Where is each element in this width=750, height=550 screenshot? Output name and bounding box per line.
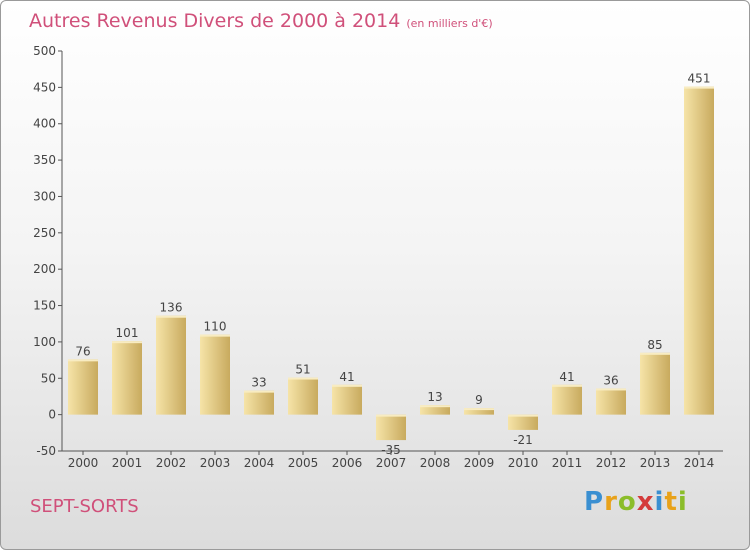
bar — [376, 414, 406, 441]
data-label: 41 — [339, 370, 354, 384]
logo-letter: t — [664, 487, 678, 517]
bar-highlight — [684, 86, 714, 89]
x-tick-label: 2012 — [596, 456, 627, 470]
bar-highlight — [112, 341, 142, 344]
x-tick-label: 2004 — [244, 456, 275, 470]
logo-letter: i — [654, 487, 665, 517]
bar — [684, 86, 714, 415]
data-label: 110 — [204, 320, 227, 334]
data-label: -21 — [513, 433, 533, 447]
chart-title: Autres Revenus Divers de 2000 à 2014 (en … — [29, 10, 493, 32]
x-tick-label: 2010 — [508, 456, 539, 470]
bar-highlight — [552, 384, 582, 387]
logo-letter: x — [636, 487, 655, 517]
y-tick-label: 500 — [33, 44, 56, 58]
y-tick-label: 200 — [33, 262, 56, 276]
x-tick-label: 2009 — [464, 456, 495, 470]
bar — [508, 414, 538, 430]
data-label: 13 — [427, 390, 442, 404]
x-tick-label: 2005 — [288, 456, 319, 470]
bar-highlight — [420, 405, 450, 408]
bar — [68, 359, 98, 415]
bar-highlight — [68, 359, 98, 362]
proxiti-logo: Proxiti — [584, 487, 688, 517]
bar — [640, 352, 670, 415]
bar — [552, 384, 582, 415]
data-label: 136 — [160, 301, 183, 315]
bar-highlight — [156, 315, 186, 318]
bar-highlight — [596, 388, 626, 391]
bar — [200, 334, 230, 415]
y-tick-label: 300 — [33, 189, 56, 203]
bar-highlight — [376, 414, 406, 417]
data-label: 36 — [603, 373, 618, 387]
logo-letter: P — [584, 487, 605, 517]
y-tick-label: 250 — [33, 226, 56, 240]
chart-title-text: Autres Revenus Divers de 2000 à 2014 — [29, 10, 401, 32]
x-tick-label: 2007 — [376, 456, 407, 470]
data-label: 51 — [295, 363, 310, 377]
bar — [112, 341, 142, 415]
bar — [332, 384, 362, 415]
chart-subtitle: (en milliers d'€) — [406, 17, 493, 30]
x-tick-label: 2006 — [332, 456, 363, 470]
bar-highlight — [200, 334, 230, 337]
y-tick-label: 450 — [33, 80, 56, 94]
y-tick-label: 150 — [33, 299, 56, 313]
x-tick-label: 2013 — [640, 456, 671, 470]
x-tick-label: 2003 — [200, 456, 231, 470]
data-label: 451 — [688, 72, 711, 86]
y-tick-label: 350 — [33, 153, 56, 167]
data-label: 9 — [475, 393, 483, 407]
x-tick-label: 2000 — [68, 456, 99, 470]
bar — [156, 315, 186, 415]
bar — [596, 388, 626, 415]
commune-name: SEPT-SORTS — [30, 496, 139, 517]
data-label: 101 — [116, 326, 139, 340]
bar-highlight — [244, 390, 274, 393]
x-tick-label: 2011 — [552, 456, 583, 470]
logo-letter: o — [617, 487, 637, 517]
bar-highlight — [332, 384, 362, 387]
bar-highlight — [508, 414, 538, 417]
data-label: -35 — [381, 443, 401, 457]
y-tick-label: 0 — [48, 408, 56, 422]
bar-highlight — [640, 352, 670, 355]
bar — [420, 405, 450, 415]
data-label: 41 — [559, 370, 574, 384]
bar-highlight — [288, 377, 318, 380]
bar — [464, 408, 494, 415]
data-label: 85 — [647, 338, 662, 352]
x-tick-label: 2002 — [156, 456, 187, 470]
x-tick-label: 2008 — [420, 456, 451, 470]
bar-highlight — [464, 408, 494, 411]
logo-letter: r — [604, 487, 618, 517]
data-label: 76 — [75, 344, 90, 358]
bar — [244, 390, 274, 415]
y-tick-label: 400 — [33, 117, 56, 131]
data-label: 33 — [251, 376, 266, 390]
x-tick-label: 2001 — [112, 456, 143, 470]
logo-letter: i — [677, 487, 688, 517]
x-tick-label: 2014 — [684, 456, 715, 470]
y-tick-label: -50 — [36, 444, 56, 458]
y-tick-label: 100 — [33, 335, 56, 349]
y-tick-label: 50 — [41, 371, 56, 385]
bar — [288, 377, 318, 415]
